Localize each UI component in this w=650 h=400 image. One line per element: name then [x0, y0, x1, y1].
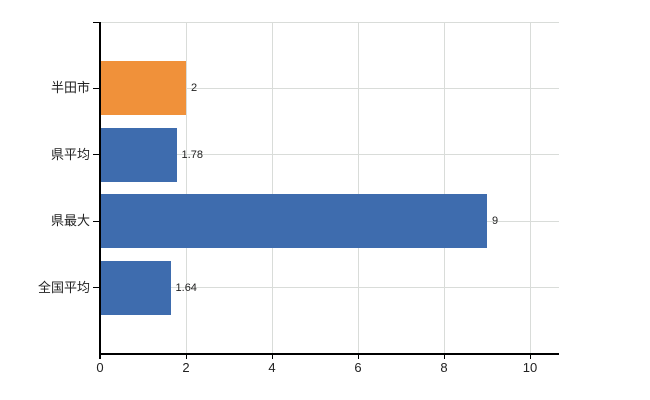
x-axis-tick [443, 354, 445, 359]
y-axis-category-tick [93, 154, 100, 156]
category-label: 県最大 [50, 213, 90, 229]
value-label: 1.78 [181, 148, 203, 161]
x-axis-tick [357, 354, 359, 359]
y-axis-top-tick [93, 21, 100, 23]
bar-1 [101, 61, 186, 116]
y-axis-category-tick [93, 87, 100, 89]
x-gridline [186, 22, 187, 354]
x-axis-tick [185, 354, 187, 359]
x-tick-label: 2 [182, 360, 190, 375]
plot-top-gridline [100, 22, 559, 23]
value-label: 1.64 [175, 281, 197, 294]
x-tick-label: 6 [354, 360, 362, 375]
x-gridline [272, 22, 273, 354]
x-tick-label: 0 [96, 360, 104, 375]
category-gridline [100, 87, 559, 89]
category-label: 県平均 [50, 146, 90, 162]
value-label: 2 [191, 82, 198, 95]
category-label: 半田市 [50, 80, 90, 96]
y-axis-category-tick [93, 287, 100, 289]
y-axis-line [99, 22, 101, 359]
x-gridline [358, 22, 359, 354]
x-axis-tick [271, 354, 273, 359]
value-label: 9 [492, 215, 499, 228]
y-axis-category-tick [93, 220, 100, 222]
bar-3 [101, 194, 487, 249]
bar-2 [101, 127, 177, 182]
x-gridline [530, 22, 531, 354]
x-tick-label: 4 [268, 360, 276, 375]
x-tick-label: 8 [440, 360, 448, 375]
x-axis-line [99, 353, 559, 355]
bar-4 [101, 260, 171, 315]
category-gridline [100, 154, 559, 156]
x-gridline [444, 22, 445, 354]
x-axis-tick [529, 354, 531, 359]
category-label: 全国平均 [37, 279, 90, 295]
category-gridline [100, 287, 559, 289]
x-tick-label: 10 [522, 360, 538, 375]
